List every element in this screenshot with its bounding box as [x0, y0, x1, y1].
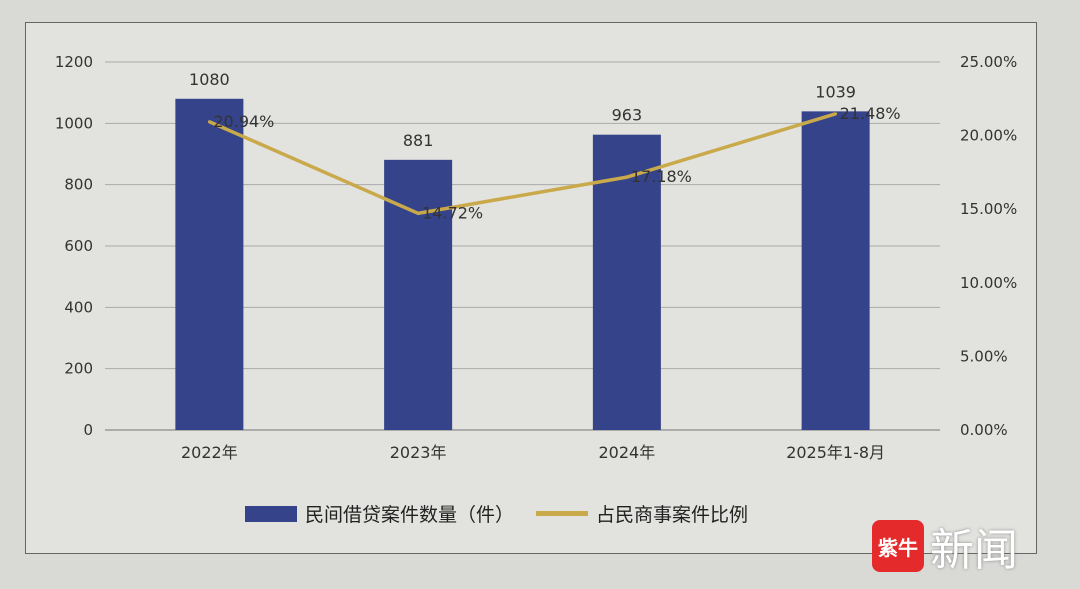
legend-line-swatch [536, 511, 589, 516]
line-series [208, 112, 837, 216]
bar-data-label: 1080 [189, 70, 230, 89]
left-tick-label: 800 [64, 176, 93, 194]
x-tick-label: 2025年1-8月 [786, 443, 885, 462]
left-tick-label: 200 [64, 360, 93, 378]
line-data-label: 17.18% [631, 167, 692, 186]
line-data-label: 20.94% [213, 112, 274, 131]
line-point [625, 175, 629, 179]
bar [384, 159, 453, 430]
left-tick-label: 600 [64, 237, 93, 255]
left-tick-label: 400 [64, 298, 93, 316]
legend-bar-label: 民间借贷案件数量（件） [305, 504, 515, 526]
bar [801, 111, 870, 430]
left-tick-label: 0 [83, 421, 93, 439]
watermark-text: 新闻 [930, 525, 1018, 576]
watermark-logo: 紫牛 [872, 520, 924, 572]
x-tick-label: 2022年 [181, 443, 238, 462]
legend-line-label: 占民商事案件比例 [596, 504, 749, 526]
x-tick-label: 2024年 [599, 443, 656, 462]
line-point [207, 120, 211, 124]
bar-data-label: 963 [612, 106, 643, 125]
right-tick-label: 5.00% [960, 347, 1008, 365]
x-tick-label: 2023年 [390, 443, 447, 462]
left-tick-label: 1000 [55, 114, 93, 132]
bar-data-label: 881 [403, 131, 434, 150]
line-point [416, 211, 420, 215]
bar [175, 98, 244, 431]
watermark: 紫牛 新闻 [872, 514, 1018, 578]
line-data-label: 21.48% [840, 104, 901, 123]
legend-bar-swatch [245, 505, 297, 522]
left-tick-label: 1200 [55, 53, 93, 71]
line-point [834, 112, 838, 116]
legend: 民间借贷案件数量（件） 占民商事案件比例 [245, 500, 748, 527]
right-tick-label: 20.00% [960, 127, 1017, 145]
right-tick-label: 10.00% [960, 274, 1017, 292]
right-tick-label: 15.00% [960, 200, 1017, 218]
bar [592, 134, 661, 430]
line-data-label: 14.72% [422, 203, 483, 222]
right-tick-label: 25.00% [960, 53, 1017, 71]
bar-data-label: 1039 [815, 82, 856, 101]
right-tick-label: 0.00% [960, 421, 1008, 439]
